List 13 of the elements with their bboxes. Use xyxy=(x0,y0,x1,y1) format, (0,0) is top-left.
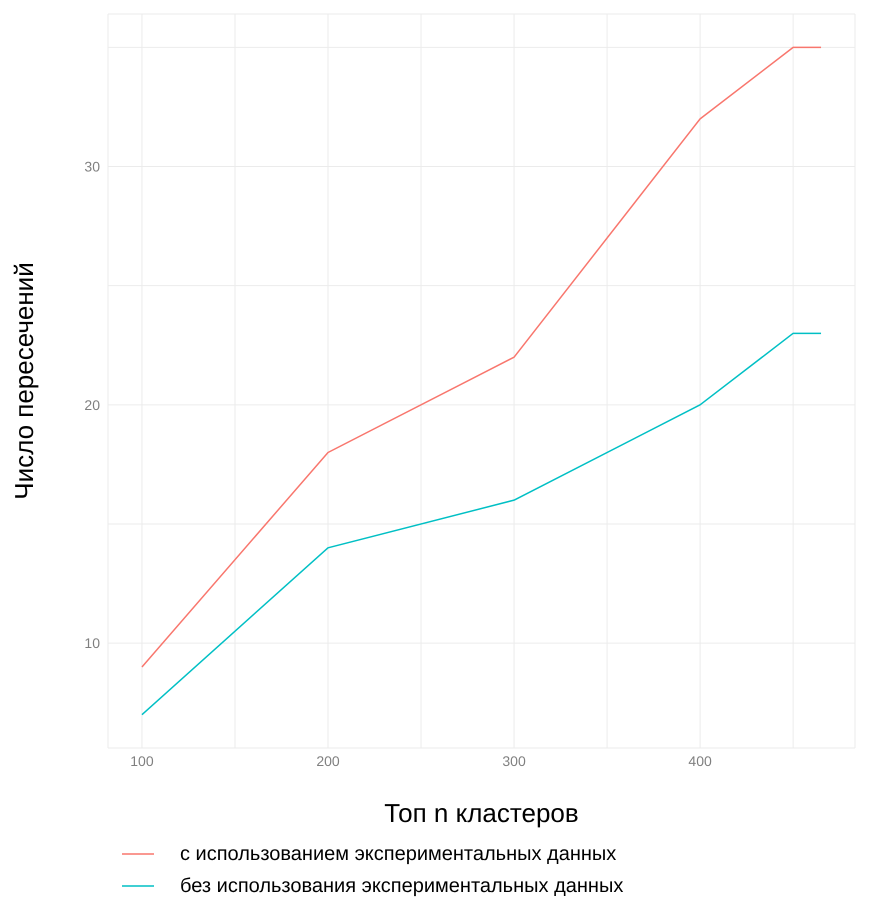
x-tick-label: 100 xyxy=(130,752,154,769)
legend-label: с использованием экспериментальных данных xyxy=(180,842,616,867)
line-series xyxy=(141,46,822,668)
y-tick-label: 10 xyxy=(84,635,100,652)
x-tick-label: 400 xyxy=(688,752,712,769)
x-tick-label: 300 xyxy=(502,752,526,769)
y-tick-label: 20 xyxy=(84,396,100,413)
x-tick-label: 200 xyxy=(316,752,340,769)
y-tick-label: 30 xyxy=(84,158,100,174)
y-axis-title: Число пересечений xyxy=(9,262,40,500)
x-axis-title: Топ n кластеров xyxy=(384,798,579,828)
legend-label: без использования экспериментальных данных xyxy=(180,874,624,899)
line-series xyxy=(141,332,822,716)
